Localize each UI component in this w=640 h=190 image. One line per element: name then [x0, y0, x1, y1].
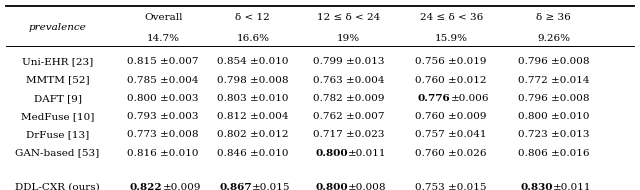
Text: ±0.011: ±0.011: [348, 149, 387, 158]
Text: 15.9%: 15.9%: [435, 34, 468, 43]
Text: Overall: Overall: [144, 13, 182, 21]
Text: 24 ≤ δ < 36: 24 ≤ δ < 36: [420, 13, 483, 21]
Text: 9.26%: 9.26%: [537, 34, 570, 43]
Text: 0.798 ±0.008: 0.798 ±0.008: [217, 76, 289, 85]
Text: 0.822: 0.822: [130, 183, 163, 190]
Text: ±0.006: ±0.006: [451, 94, 489, 103]
Text: DAFT [9]: DAFT [9]: [33, 94, 82, 103]
Text: 0.760 ±0.009: 0.760 ±0.009: [415, 112, 487, 121]
Text: MedFuse [10]: MedFuse [10]: [21, 112, 94, 121]
Text: MMTM [52]: MMTM [52]: [26, 76, 90, 85]
Text: δ ≥ 36: δ ≥ 36: [536, 13, 571, 21]
Text: ±0.009: ±0.009: [163, 183, 201, 190]
Text: 0.796 ±0.008: 0.796 ±0.008: [518, 57, 589, 66]
Text: 19%: 19%: [337, 34, 360, 43]
Text: 0.802 ±0.012: 0.802 ±0.012: [217, 130, 289, 139]
Text: ±0.008: ±0.008: [348, 183, 387, 190]
Text: 0.867: 0.867: [220, 183, 252, 190]
Text: 0.782 ±0.009: 0.782 ±0.009: [313, 94, 385, 103]
Text: ±0.011: ±0.011: [553, 183, 591, 190]
Text: 0.800: 0.800: [316, 183, 348, 190]
Text: GAN-based [53]: GAN-based [53]: [15, 149, 100, 158]
Text: 0.723 ±0.013: 0.723 ±0.013: [518, 130, 589, 139]
Text: 0.793 ±0.003: 0.793 ±0.003: [127, 112, 199, 121]
Text: 0.854 ±0.010: 0.854 ±0.010: [217, 57, 289, 66]
Text: 0.816 ±0.010: 0.816 ±0.010: [127, 149, 199, 158]
Text: 0.830: 0.830: [520, 183, 553, 190]
Text: 0.773 ±0.008: 0.773 ±0.008: [127, 130, 199, 139]
Text: 0.796 ±0.008: 0.796 ±0.008: [518, 94, 589, 103]
Text: 0.757 ±0.041: 0.757 ±0.041: [415, 130, 487, 139]
Text: 0.800 ±0.003: 0.800 ±0.003: [127, 94, 199, 103]
Text: ±0.015: ±0.015: [252, 183, 291, 190]
Text: 0.803 ±0.010: 0.803 ±0.010: [217, 94, 289, 103]
Text: 0.760 ±0.012: 0.760 ±0.012: [415, 76, 487, 85]
Text: 0.756 ±0.019: 0.756 ±0.019: [415, 57, 487, 66]
Text: 0.846 ±0.010: 0.846 ±0.010: [217, 149, 289, 158]
Text: 0.717 ±0.023: 0.717 ±0.023: [313, 130, 385, 139]
Text: 0.815 ±0.007: 0.815 ±0.007: [127, 57, 199, 66]
Text: DDL-CXR (ours): DDL-CXR (ours): [15, 183, 100, 190]
Text: 0.772 ±0.014: 0.772 ±0.014: [518, 76, 589, 85]
Text: 0.762 ±0.007: 0.762 ±0.007: [313, 112, 385, 121]
Text: 0.812 ±0.004: 0.812 ±0.004: [217, 112, 289, 121]
Text: 0.776: 0.776: [418, 94, 451, 103]
Text: 0.799 ±0.013: 0.799 ±0.013: [313, 57, 385, 66]
Text: DrFuse [13]: DrFuse [13]: [26, 130, 89, 139]
Text: Uni-EHR [23]: Uni-EHR [23]: [22, 57, 93, 66]
Text: 16.6%: 16.6%: [236, 34, 269, 43]
Text: 0.800: 0.800: [316, 149, 348, 158]
Text: 0.753 ±0.015: 0.753 ±0.015: [415, 183, 487, 190]
Text: 0.763 ±0.004: 0.763 ±0.004: [313, 76, 385, 85]
Text: 0.760 ±0.026: 0.760 ±0.026: [415, 149, 487, 158]
Text: δ < 12: δ < 12: [236, 13, 270, 21]
Text: 0.806 ±0.016: 0.806 ±0.016: [518, 149, 589, 158]
Text: 14.7%: 14.7%: [147, 34, 180, 43]
Text: 0.785 ±0.004: 0.785 ±0.004: [127, 76, 199, 85]
Text: 0.800 ±0.010: 0.800 ±0.010: [518, 112, 589, 121]
Text: 12 ≤ δ < 24: 12 ≤ δ < 24: [317, 13, 380, 21]
Text: prevalence: prevalence: [29, 23, 86, 32]
